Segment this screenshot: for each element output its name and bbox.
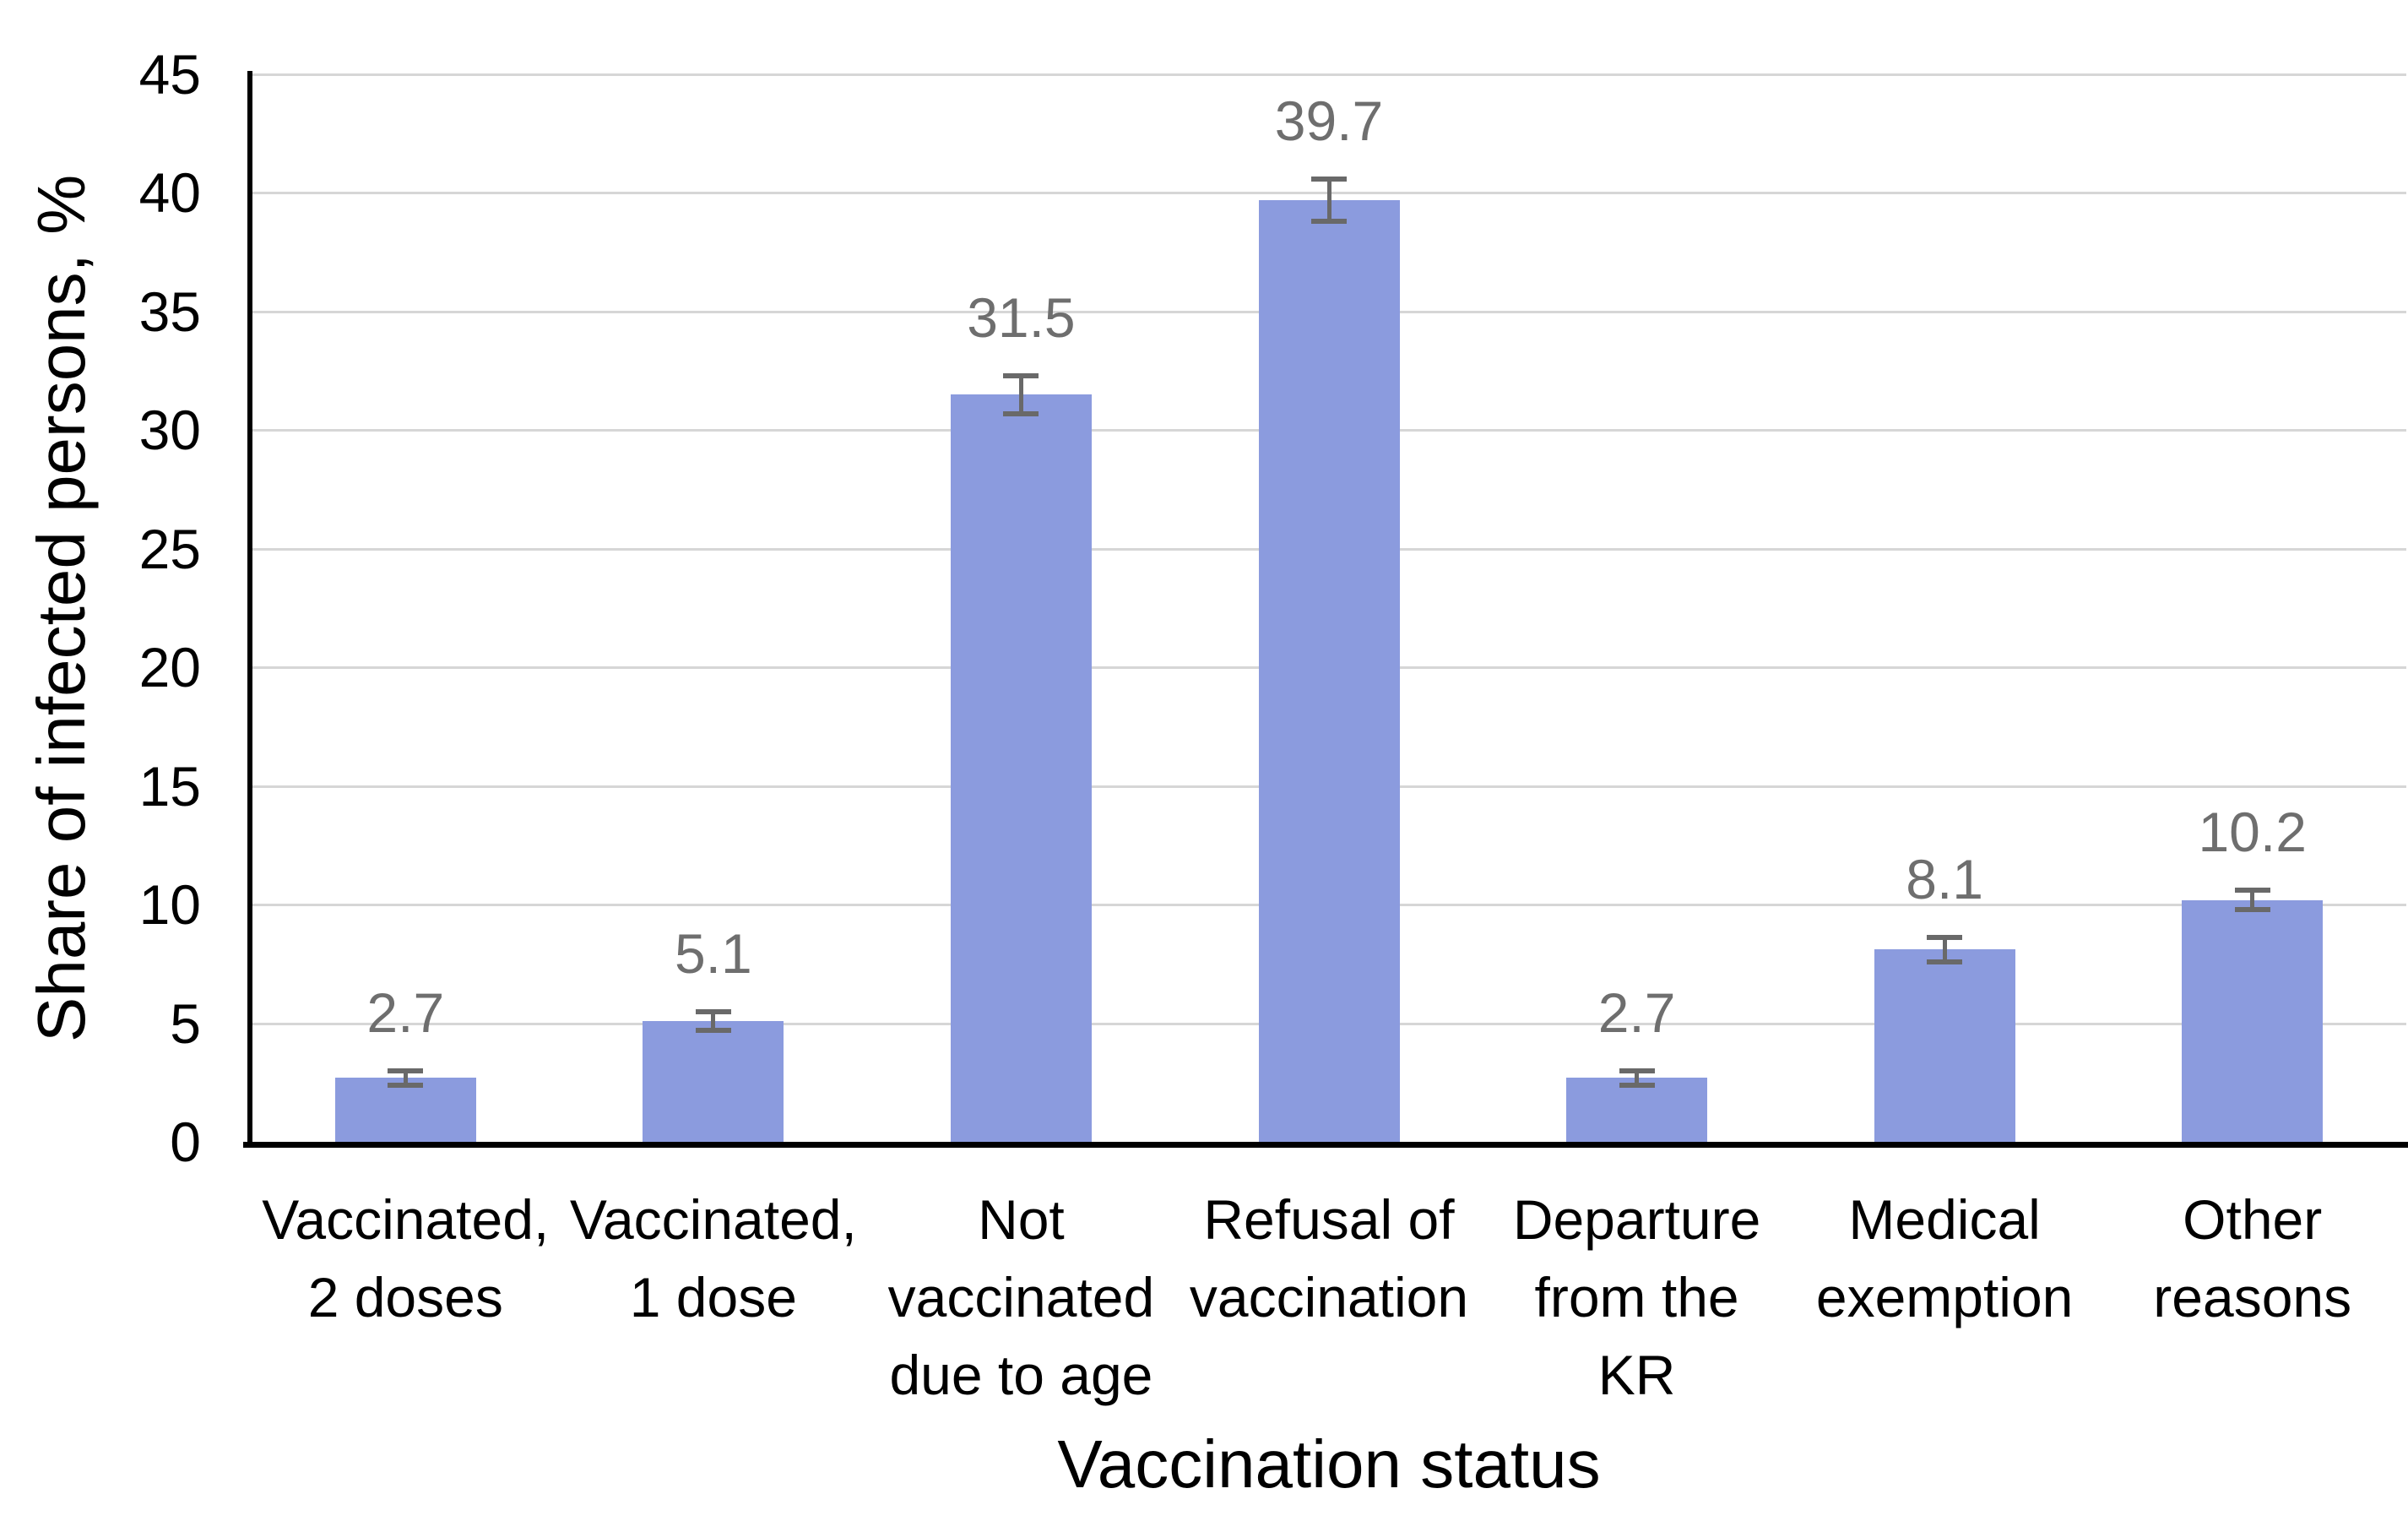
x-category-label: Medical exemption bbox=[1815, 1188, 2074, 1328]
y-tick-label: 30 bbox=[138, 399, 201, 462]
x-category-label: Vaccinated, 1 dose bbox=[569, 1188, 857, 1328]
y-tick-label: 15 bbox=[138, 754, 201, 818]
error-bar bbox=[1018, 375, 1023, 414]
error-bar-cap bbox=[1927, 959, 1963, 964]
error-bar bbox=[2250, 890, 2255, 910]
error-bar-cap bbox=[1311, 176, 1347, 182]
y-tick-label: 35 bbox=[138, 280, 201, 343]
gridline bbox=[252, 73, 2406, 76]
y-axis-line bbox=[247, 71, 252, 1148]
value-label: 39.7 bbox=[1274, 89, 1384, 152]
error-bar-cap bbox=[388, 1068, 424, 1073]
value-label: 10.2 bbox=[2198, 801, 2307, 864]
y-tick-label: 0 bbox=[170, 1111, 201, 1173]
value-label: 2.7 bbox=[366, 981, 445, 1044]
x-category-label: Refusal of vaccination bbox=[1189, 1188, 1469, 1328]
x-axis-line bbox=[243, 1142, 2408, 1148]
bar bbox=[1874, 949, 2015, 1142]
x-category-label: Departure from the KR bbox=[1512, 1188, 1761, 1406]
error-bar-cap bbox=[1003, 372, 1039, 378]
error-bar-cap bbox=[1619, 1068, 1655, 1073]
error-bar-cap bbox=[695, 1008, 731, 1014]
x-category-label: Vaccinated, 2 doses bbox=[262, 1188, 550, 1328]
error-bar-cap bbox=[1003, 410, 1039, 416]
error-bar bbox=[1635, 1070, 1640, 1085]
bar bbox=[334, 1078, 476, 1142]
y-tick-label: 25 bbox=[138, 517, 201, 580]
y-tick-label: 10 bbox=[138, 873, 201, 937]
error-bar-cap bbox=[1311, 219, 1347, 225]
error-bar bbox=[1326, 178, 1331, 222]
y-tick-label: 5 bbox=[170, 991, 201, 1055]
value-label: 8.1 bbox=[1906, 848, 1984, 911]
error-bar bbox=[403, 1070, 408, 1085]
value-label: 2.7 bbox=[1597, 981, 1676, 1044]
bar bbox=[643, 1020, 784, 1142]
x-axis-title: Vaccination status bbox=[1057, 1426, 1601, 1502]
bar bbox=[1258, 199, 1400, 1142]
y-tick-label: 20 bbox=[138, 636, 201, 699]
y-tick-label: 45 bbox=[138, 43, 201, 106]
error-bar-cap bbox=[2234, 888, 2270, 894]
error-bar-cap bbox=[1619, 1082, 1655, 1088]
error-bar bbox=[711, 1011, 716, 1030]
plot-area: 2.7 5.1 31.5 39.7 2.7 8.1 10.2 bbox=[252, 73, 2406, 1142]
x-category-label: Other reasons bbox=[2153, 1188, 2352, 1328]
x-category-label: Not vaccinated due to age bbox=[887, 1188, 1155, 1406]
error-bar-cap bbox=[695, 1027, 731, 1033]
error-bar-cap bbox=[2234, 906, 2270, 912]
value-label: 5.1 bbox=[674, 921, 752, 985]
error-bar-cap bbox=[1927, 935, 1963, 941]
bar bbox=[1566, 1078, 1708, 1142]
y-axis-title: Share of infected persons, % bbox=[24, 174, 99, 1042]
error-bar-cap bbox=[388, 1082, 424, 1088]
error-bar bbox=[1942, 937, 1947, 962]
bar bbox=[950, 394, 1092, 1142]
y-tick-label: 40 bbox=[138, 161, 201, 225]
bar bbox=[2182, 899, 2324, 1142]
value-label: 31.5 bbox=[967, 285, 1076, 349]
